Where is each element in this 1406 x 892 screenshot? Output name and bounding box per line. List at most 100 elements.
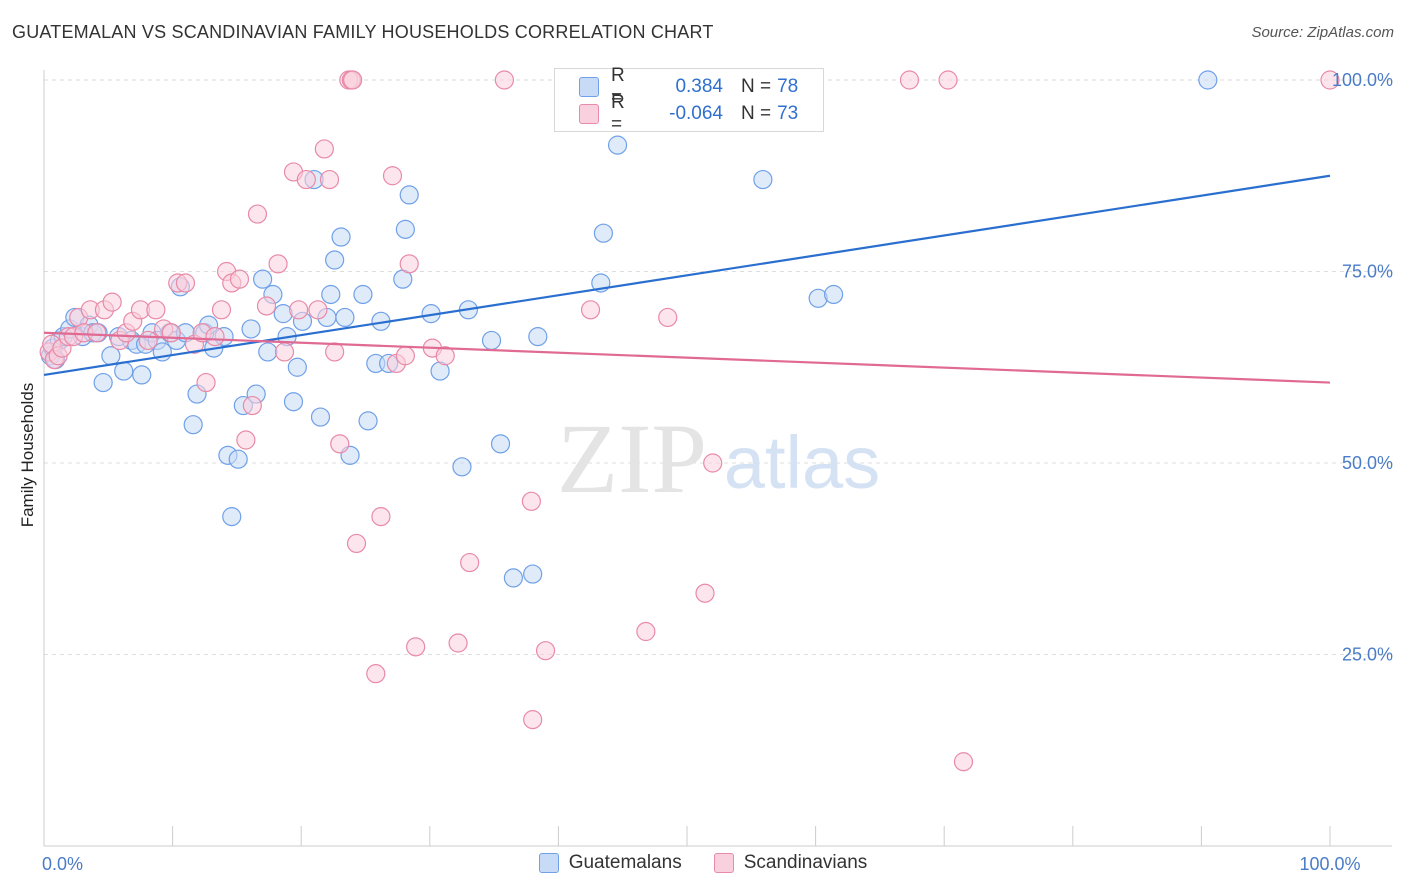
scandinavians-point xyxy=(247,204,268,224)
guatemalans-point xyxy=(325,250,345,270)
legend-r-label: R = xyxy=(611,65,625,108)
guatemalans-point xyxy=(399,185,419,205)
scandinavians-point xyxy=(325,342,345,362)
guatemalans-point xyxy=(593,223,614,243)
scandinavians-point xyxy=(535,641,556,661)
legend-swatch-scandinavians xyxy=(713,853,734,873)
watermark-zip: ZIP xyxy=(557,403,707,514)
scandinavians-point xyxy=(636,621,656,642)
legend-label-scandinavians: Scandinavians xyxy=(743,852,868,873)
legend-label-guatemalans: Guatemalans xyxy=(568,852,682,873)
guatemalans-point xyxy=(753,169,773,190)
scandinavians-point xyxy=(1320,70,1340,90)
guatemalans-point xyxy=(287,357,307,377)
y-tick-label: 75.0% xyxy=(1342,262,1393,282)
guatemalans-point xyxy=(490,434,511,454)
scandinavians-trend-line xyxy=(43,331,1331,384)
scandinavians-point xyxy=(695,583,715,603)
scandinavians-point xyxy=(256,296,277,316)
watermark: ZIP atlas xyxy=(557,403,880,514)
guatemalans-point xyxy=(1198,70,1218,90)
legend-swatch-scandinavians xyxy=(579,104,599,124)
scandinavians-point xyxy=(87,323,107,343)
series-legend: Guatemalans Scandinavians xyxy=(0,852,1406,874)
y-tick-label: 100.0% xyxy=(1332,70,1393,90)
legend-swatch-guatemalans xyxy=(579,77,599,97)
scandinavians-point xyxy=(319,169,340,190)
scandinavians-point xyxy=(330,434,350,454)
scandinavians-point xyxy=(205,327,225,347)
guatemalans-point xyxy=(258,342,278,362)
stats-legend: R = 0.384 N = 78 R = -0.064 N = 73 xyxy=(554,65,824,135)
scandinavians-point xyxy=(289,300,309,320)
scandinavians-point xyxy=(296,169,316,190)
scandinavians-point xyxy=(521,491,541,511)
legend-item-guatemalans[interactable]: Guatemalans xyxy=(538,852,682,874)
guatemalans-point xyxy=(93,372,113,393)
scandinavians-point xyxy=(229,269,250,289)
scandinavians-point xyxy=(211,300,232,320)
guatemalans-point xyxy=(228,449,248,469)
legend-n-value: 73 xyxy=(777,103,799,124)
guatemalans-point xyxy=(353,284,373,305)
source-label: Source: ZipAtlas.com xyxy=(1251,24,1394,41)
scandinavians-point xyxy=(175,273,196,293)
scandinavians-point xyxy=(435,346,455,366)
scandinavians-point xyxy=(448,633,468,653)
guatemalans-point xyxy=(331,227,351,247)
y-tick-label: 25.0% xyxy=(1342,645,1393,665)
scandinavians-point xyxy=(703,453,723,473)
guatemalans-point xyxy=(824,284,844,305)
guatemalans-point xyxy=(452,457,472,477)
guatemalans-point xyxy=(310,407,331,427)
scandinavians-point xyxy=(102,292,122,312)
legend-swatch-guatemalans xyxy=(538,853,559,873)
scandinavians-point xyxy=(161,323,181,343)
scandinavians-point xyxy=(399,254,419,274)
guatemalans-point xyxy=(114,361,134,381)
scandinavians-point xyxy=(366,664,386,684)
scandinavians-point xyxy=(938,70,958,90)
scandinavians-point xyxy=(343,70,363,90)
legend-item-scandinavians[interactable]: Scandinavians xyxy=(713,852,868,874)
scandinavians-point xyxy=(406,637,426,657)
guatemalans-point xyxy=(607,135,628,155)
legend-row-guatemalans: R = 0.384 N = 78 xyxy=(579,65,799,108)
legend-n-label: N = xyxy=(741,76,772,97)
scandinavians-point xyxy=(658,307,678,328)
legend-row-scandinavians: R = -0.064 N = 73 xyxy=(579,92,799,135)
scandinavians-point xyxy=(146,300,166,320)
tick-labels: 25.0% 50.0% 75.0% 100.0% 0.0% 100.0% xyxy=(42,70,1393,874)
guatemalans-point xyxy=(321,284,341,305)
axes xyxy=(43,70,1392,847)
legend-r-value: 0.384 xyxy=(675,76,723,97)
scandinavians-point xyxy=(268,254,288,274)
guatemalans-point xyxy=(481,330,502,351)
scandinavians-point xyxy=(196,372,216,393)
trend-lines xyxy=(43,174,1331,384)
scandinavians-point xyxy=(899,70,920,90)
grid-lines xyxy=(44,79,1392,655)
scandinavians-point xyxy=(382,166,403,186)
scandinavians-point xyxy=(371,507,391,527)
guatemalans-point xyxy=(241,319,261,339)
y-tick-label: 50.0% xyxy=(1342,453,1393,473)
scandinavians-point xyxy=(314,139,334,159)
guatemalans-point xyxy=(335,307,355,328)
guatemalans-point xyxy=(132,365,152,385)
scandinavians-point xyxy=(138,330,158,351)
scandinavians-point xyxy=(242,395,262,416)
guatemalans-point xyxy=(528,327,548,347)
scandinavians-point xyxy=(523,710,543,730)
x-tick-label: 0.0% xyxy=(42,854,83,874)
guatemalans-point xyxy=(183,415,203,435)
watermark-atlas: atlas xyxy=(724,421,880,504)
legend-n-value: 78 xyxy=(777,76,799,97)
scandinavians-point xyxy=(953,752,974,772)
scandinavians-point xyxy=(274,342,295,362)
scandinavians-point xyxy=(494,70,514,90)
scandinavians-point xyxy=(395,346,415,366)
scandinavians-point xyxy=(308,300,328,320)
guatemalans-point xyxy=(253,269,273,289)
